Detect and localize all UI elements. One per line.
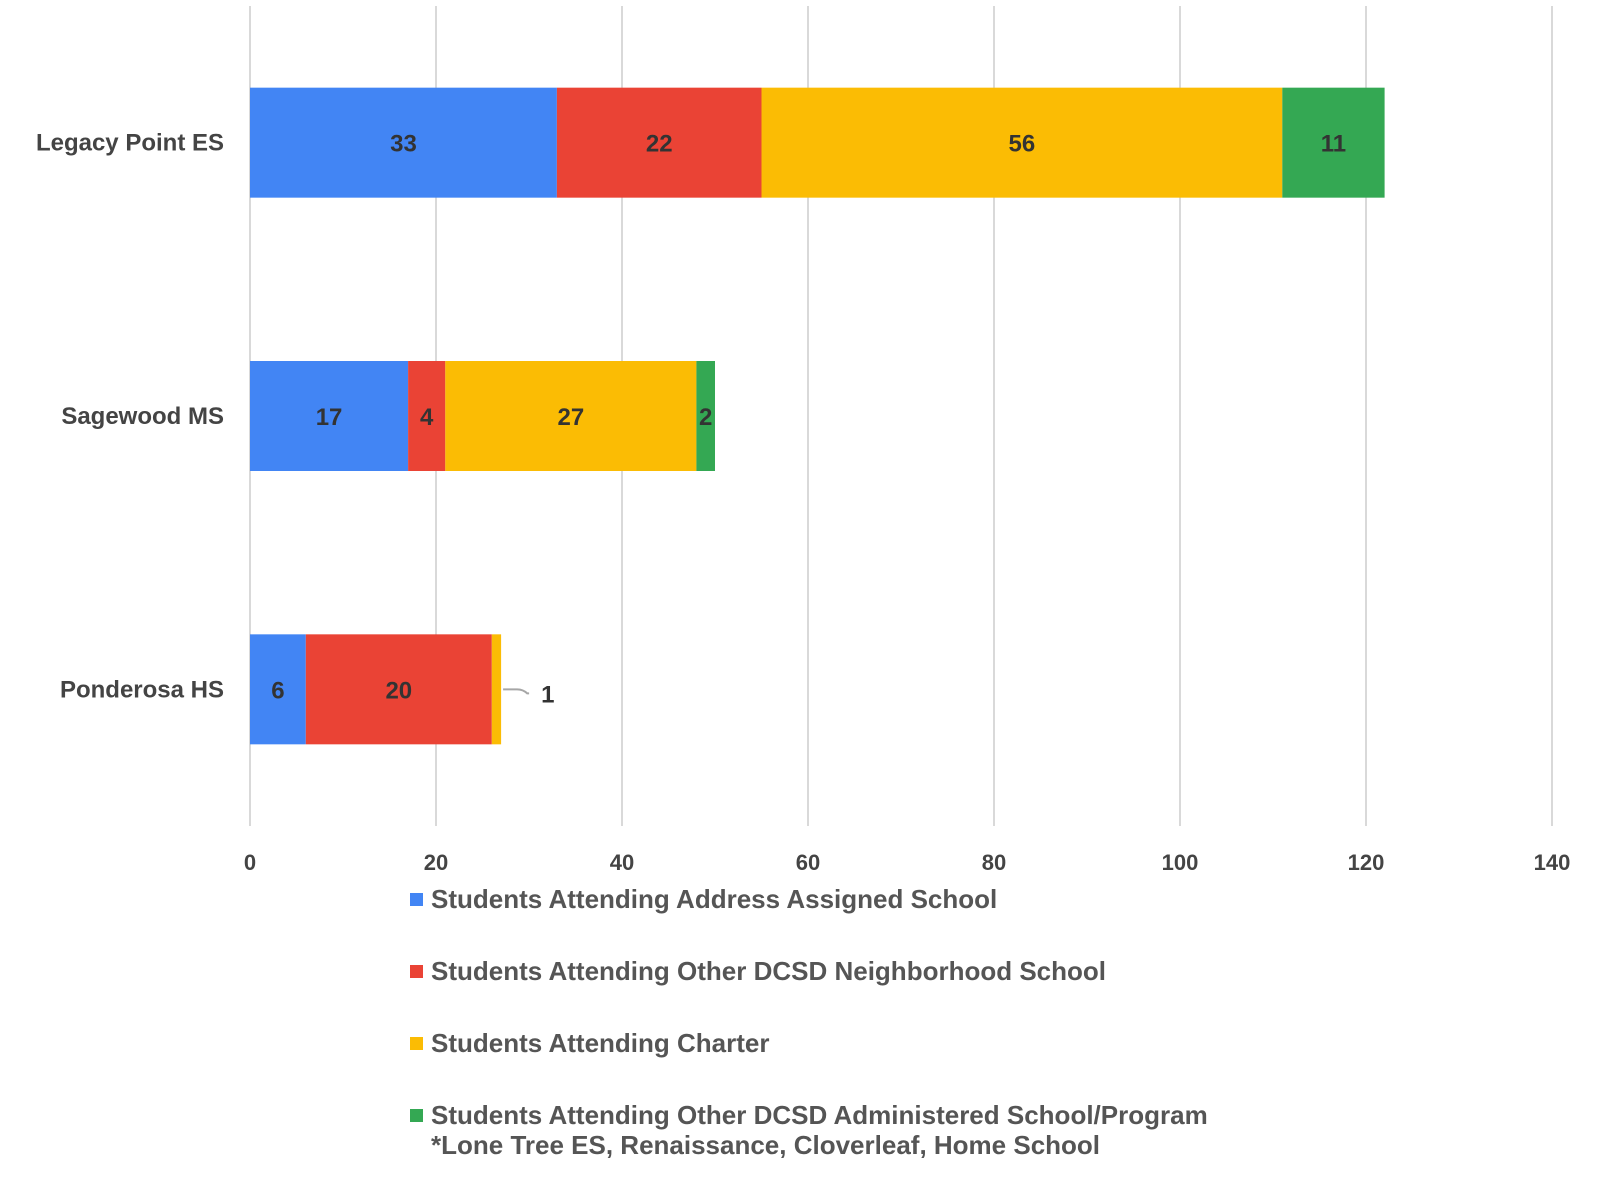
bar-segment (556, 87, 762, 198)
x-tick-label: 140 (1534, 850, 1571, 875)
bar-segment (250, 634, 306, 745)
bar-segment (491, 634, 502, 745)
stacked-bar-chart: Legacy Point ES Sagewood MS Ponderosa HS 0… (36, 6, 1570, 875)
legend-item-other-neighborhood: Students Attending Other DCSD Neighborho… (410, 956, 1410, 986)
data-label: 11 (1321, 131, 1346, 158)
x-tick-label: 80 (982, 850, 1006, 875)
bar-segment (761, 87, 1283, 198)
legend-swatch (410, 893, 423, 906)
legend-label: Students Attending Charter (431, 1028, 770, 1058)
x-tick-label: 120 (1348, 850, 1385, 875)
bar-segment (696, 361, 715, 471)
data-labels: 33 22 56 11 17 4 27 2 6 20 1 (271, 131, 1346, 709)
category-labels: Legacy Point ES Sagewood MS Ponderosa HS (36, 130, 224, 704)
data-label: 27 (557, 404, 584, 431)
bar-segment (250, 361, 409, 471)
data-label: 56 (1009, 131, 1036, 158)
legend-label: Students Attending Other DCSD Administer… (431, 1100, 1208, 1130)
data-label: 1 (541, 681, 554, 708)
legend-item-address-assigned: Students Attending Address Assigned Scho… (410, 884, 1410, 914)
x-tick-label: 20 (424, 850, 448, 875)
bar-segment (250, 87, 557, 198)
data-label: 2 (699, 404, 712, 431)
x-axis-tick-labels: 0 20 40 60 80 100 120 140 (244, 850, 1570, 875)
legend-label: Students Attending Address Assigned Scho… (431, 884, 998, 914)
x-tick-label: 0 (244, 850, 256, 875)
bar-segment (305, 634, 492, 745)
legend-swatch (410, 1037, 423, 1050)
category-label: Legacy Point ES (36, 130, 224, 157)
bar-segment (1282, 87, 1385, 198)
bars (250, 87, 1385, 745)
legend-item-other-administered: Students Attending Other DCSD Administer… (410, 1100, 1410, 1160)
legend-swatch (410, 965, 423, 978)
bar-segment (445, 361, 697, 471)
category-label: Ponderosa HS (60, 676, 224, 703)
x-tick-label: 100 (1162, 850, 1199, 875)
data-label: 20 (385, 677, 412, 704)
data-label: 33 (390, 131, 417, 158)
legend-swatch (410, 1109, 423, 1122)
legend-item-charter: Students Attending Charter (410, 1028, 1410, 1058)
data-label-leader (503, 688, 530, 695)
category-label: Sagewood MS (61, 403, 224, 430)
data-label: 4 (420, 404, 434, 431)
data-label: 22 (646, 131, 673, 158)
x-tick-label: 60 (796, 850, 820, 875)
x-tick-label: 40 (610, 850, 634, 875)
data-label: 17 (316, 404, 343, 431)
legend-label: Students Attending Other DCSD Neighborho… (431, 956, 1106, 986)
legend-footnote: *Lone Tree ES, Renaissance, Cloverleaf, … (431, 1130, 1101, 1160)
data-label: 6 (271, 677, 284, 704)
bar-segment (408, 361, 446, 471)
legend: Students Attending Address Assigned Scho… (410, 884, 1410, 1202)
